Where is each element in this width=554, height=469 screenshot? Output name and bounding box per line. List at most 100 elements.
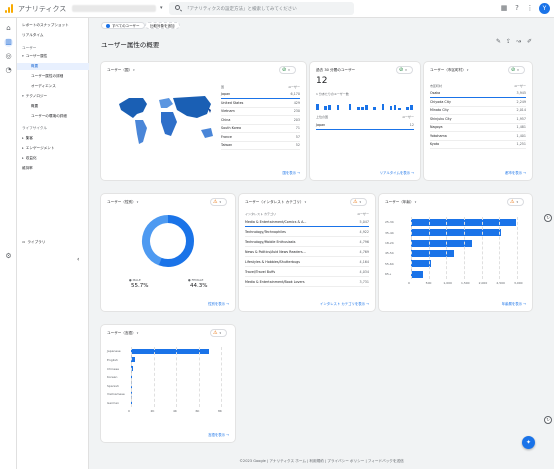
- view-interests-link[interactable]: インタレスト カテゴリを表示 →: [319, 302, 369, 306]
- bar-55-64[interactable]: [411, 260, 431, 268]
- city-row[interactable]: Shinjuku City 1,957: [430, 116, 526, 124]
- nav-item[interactable]: 概要: [17, 63, 89, 70]
- interest-row[interactable]: Travel/Travel Buffs 4,034: [245, 269, 369, 277]
- interest-row[interactable]: News & Politics/Avid News Readers... 4,76…: [245, 249, 369, 257]
- age-title[interactable]: ユーザー（年齢）▾: [385, 200, 417, 204]
- country-row[interactable]: France 57: [221, 134, 300, 142]
- nav-item[interactable]: 概要: [17, 103, 89, 110]
- gender-title[interactable]: ユーザー（性別）▾: [107, 200, 139, 204]
- view-language-link[interactable]: 言語を表示 →: [208, 433, 229, 437]
- insights-side-icon[interactable]: ↻: [544, 214, 552, 222]
- intelligence-fab-icon[interactable]: ✦: [522, 436, 535, 449]
- status-check-icon[interactable]: ⊘ ▾: [396, 66, 413, 74]
- nav-item[interactable]: ▸ 収益化: [17, 155, 89, 162]
- status-check-icon[interactable]: ⊘ ▾: [508, 66, 525, 74]
- nav-item[interactable]: ▾ テクノロジー: [17, 93, 89, 100]
- apps-grid-icon[interactable]: ▦: [500, 4, 508, 12]
- city-row[interactable]: Kyoto 1,251: [430, 141, 526, 149]
- more-vert-icon[interactable]: ⋮: [526, 4, 534, 12]
- category-label: German: [107, 400, 120, 405]
- view-gender-link[interactable]: 性別を表示 →: [208, 302, 229, 306]
- world-map[interactable]: [115, 90, 217, 150]
- interest-row[interactable]: Media & Entertainment/Comics & A... 5,047: [245, 219, 369, 227]
- city-row[interactable]: Minato City 2,014: [430, 107, 526, 115]
- row-value: 3,731: [359, 280, 369, 284]
- nav-item[interactable]: オーディエンス: [17, 83, 89, 90]
- bar-65-[interactable]: [411, 270, 423, 278]
- city-row[interactable]: Nagoya 1,481: [430, 124, 526, 132]
- city-row[interactable]: Osaka 3,945: [430, 90, 526, 98]
- nav-item[interactable]: リアルタイム: [17, 32, 89, 39]
- customize-report-icon[interactable]: ✎: [496, 38, 502, 45]
- home-icon[interactable]: ⌂: [6, 24, 11, 32]
- interest-title[interactable]: ユーザー（インタレスト カテゴリ）▾: [245, 200, 307, 204]
- app-title[interactable]: アナリティクス: [18, 5, 67, 13]
- add-comparison-chip[interactable]: 比較対象を追加: [145, 22, 180, 29]
- card-title[interactable]: ユーザー（国）▾: [107, 68, 135, 72]
- city-row[interactable]: Chiyoda City 2,249: [430, 99, 526, 107]
- warning-icon[interactable]: ⚠ ▾: [507, 198, 524, 206]
- bar-35-44[interactable]: [411, 229, 502, 237]
- warning-icon[interactable]: ⚠ ▾: [350, 198, 367, 206]
- interest-row[interactable]: Media & Entertainment/Book Lovers 3,731: [245, 279, 369, 287]
- row-value: 230: [293, 109, 300, 113]
- bar-chinese[interactable]: [131, 366, 134, 371]
- nav-item[interactable]: 維持率: [17, 165, 89, 172]
- advertising-icon[interactable]: ◔: [5, 66, 12, 74]
- bar-japanese[interactable]: [131, 348, 209, 354]
- edit-icon[interactable]: ✐: [527, 38, 533, 45]
- view-cities-link[interactable]: 都市を表示 →: [505, 171, 526, 175]
- search-bar[interactable]: 「アナリティクスの設定方法」と検索してみてください: [169, 2, 354, 15]
- interest-row[interactable]: Lifestyles & Hobbies/Shutterbugs 4,164: [245, 259, 369, 267]
- country-row[interactable]: Japan 6,170: [221, 91, 300, 99]
- account-selector[interactable]: [72, 5, 156, 12]
- gender-donut-chart[interactable]: [138, 211, 198, 271]
- avatar[interactable]: Y: [539, 3, 550, 14]
- nav-item[interactable]: ▾ ユーザー属性: [17, 53, 89, 60]
- language-title[interactable]: ユーザー（言語）▾: [107, 331, 139, 335]
- warning-icon[interactable]: ⚠ ▾: [210, 329, 227, 337]
- comparison-chip-all-users[interactable]: すべてのユーザー: [101, 22, 145, 29]
- nav-item[interactable]: ユーザーの環境の詳細: [17, 113, 89, 120]
- realtime-country-row[interactable]: Japan 12: [316, 122, 414, 130]
- city-title[interactable]: ユーザー（市区町村）▾: [430, 68, 469, 72]
- view-age-link[interactable]: 年齢層を表示 →: [501, 302, 526, 306]
- analytics-logo-icon[interactable]: [5, 4, 14, 13]
- bar-18-24[interactable]: [411, 239, 473, 247]
- bar-english[interactable]: [131, 357, 135, 363]
- interest-row[interactable]: Technology/Technophiles 4,922: [245, 229, 369, 237]
- chevron-down-icon[interactable]: ▾: [160, 5, 163, 11]
- explore-icon[interactable]: ◎: [5, 52, 12, 60]
- status-check-icon[interactable]: ⊘ ▾: [279, 66, 296, 74]
- bar-25-34[interactable]: [411, 218, 516, 226]
- country-row[interactable]: Vietnam 230: [221, 108, 300, 116]
- city-row[interactable]: Yokohama 1,401: [430, 133, 526, 141]
- view-countries-link[interactable]: 国を表示 →: [282, 171, 300, 175]
- help-icon[interactable]: ?: [515, 4, 519, 12]
- chevron-icon: ▸: [22, 156, 24, 160]
- country-row[interactable]: South Korea 71: [221, 125, 300, 133]
- nav-item[interactable]: ユーザー属性の詳細: [17, 73, 89, 80]
- donut-slice-male[interactable]: [142, 215, 194, 267]
- realtime-value: 12: [316, 76, 328, 86]
- country-row[interactable]: Taiwan 52: [221, 142, 300, 150]
- row-label: China: [221, 117, 231, 122]
- interest-row[interactable]: Technology/Mobile Enthusiasts 4,796: [245, 239, 369, 247]
- library-item[interactable]: ▭ ライブラリ: [17, 239, 89, 246]
- city-card: ユーザー（市区町村）▾ ⊘ ▾ 市区町村 ユーザー Osaka 3,945 Chiyo…: [424, 62, 532, 180]
- country-row[interactable]: United States 429: [221, 100, 300, 108]
- warning-icon[interactable]: ⚠ ▾: [210, 198, 227, 206]
- row-value: 1,251: [516, 142, 526, 146]
- collapse-nav-button[interactable]: ‹: [77, 256, 80, 263]
- insights-icon[interactable]: ↝: [516, 38, 522, 45]
- nav-item[interactable]: ▸ 集客: [17, 135, 89, 142]
- reports-icon[interactable]: ▥: [4, 38, 13, 47]
- nav-item[interactable]: ▸ エンゲージメント: [17, 145, 89, 152]
- share-icon[interactable]: ⇪: [506, 38, 512, 45]
- nav-item[interactable]: レポートのスナップショット: [17, 22, 89, 29]
- settings-gear-icon[interactable]: ⚙: [5, 252, 12, 260]
- bar-45-54[interactable]: [411, 249, 455, 257]
- country-row[interactable]: China 203: [221, 117, 300, 125]
- view-realtime-link[interactable]: リアルタイムを表示 →: [379, 171, 414, 175]
- insights-side-icon-2[interactable]: ↻: [544, 416, 552, 424]
